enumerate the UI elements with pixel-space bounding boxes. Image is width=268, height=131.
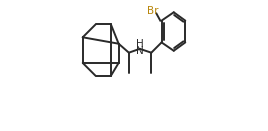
Text: H: H: [136, 39, 144, 49]
Text: N: N: [136, 46, 144, 56]
Text: Br: Br: [147, 6, 158, 16]
